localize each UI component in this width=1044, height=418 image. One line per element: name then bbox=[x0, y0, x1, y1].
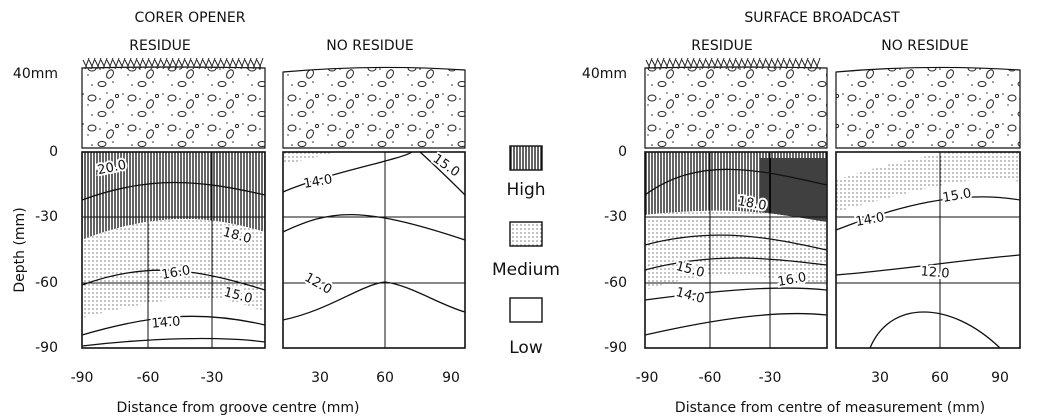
contour-line bbox=[81, 315, 266, 336]
soil-layer bbox=[81, 66, 266, 149]
plot-background bbox=[283, 152, 465, 348]
legend-swatch bbox=[509, 221, 543, 247]
contour-line bbox=[282, 213, 466, 241]
contour-line bbox=[644, 234, 828, 251]
contour-line bbox=[282, 151, 413, 193]
contour-line bbox=[81, 337, 266, 347]
soil-layer bbox=[282, 66, 466, 149]
x-tick-label: 90 bbox=[991, 370, 1009, 386]
contour-label: 16.0 bbox=[160, 263, 191, 283]
x-axis-label: Distance from centre of measurement (mm) bbox=[675, 400, 985, 416]
contour-line bbox=[644, 287, 828, 301]
x-tick-label: 30 bbox=[311, 370, 329, 386]
y-tick-label: -30 bbox=[604, 209, 627, 225]
x-tick-label: -30 bbox=[759, 370, 782, 386]
x-tick-label: 30 bbox=[871, 370, 889, 386]
soil-layer bbox=[835, 66, 1021, 149]
panel: CORER OPENERRESIDUE20.018.016.015.014.0N… bbox=[13, 10, 466, 416]
residue bbox=[645, 57, 821, 70]
concentration-region bbox=[82, 218, 265, 318]
panel: SURFACE BROADCAST RESIDUE 18.0 15.0 16.0 14.0… bbox=[582, 10, 1021, 416]
legend-label: High bbox=[506, 180, 545, 200]
x-tick-label: -30 bbox=[201, 370, 224, 386]
contour-line bbox=[282, 281, 466, 321]
subplot-title: NO RESIDUE bbox=[326, 38, 413, 54]
y-tick-label: -90 bbox=[35, 340, 58, 356]
plot-frame bbox=[835, 151, 1021, 349]
x-tick-label: -60 bbox=[137, 370, 160, 386]
concentration-region bbox=[283, 152, 335, 165]
x-axis-label: Distance from groove centre (mm) bbox=[117, 400, 360, 416]
contour-line bbox=[644, 257, 828, 271]
soil-depth-label: 40mm bbox=[13, 66, 58, 82]
y-axis-label: Depth (mm) bbox=[12, 207, 28, 292]
residue bbox=[82, 57, 264, 70]
concentration-region bbox=[645, 210, 827, 290]
soil-layer bbox=[644, 66, 828, 149]
plot-frame bbox=[282, 151, 466, 349]
y-tick-label: -60 bbox=[604, 275, 627, 291]
x-tick-label: 60 bbox=[931, 370, 949, 386]
contour-line bbox=[644, 168, 828, 196]
plot-frame bbox=[81, 151, 266, 349]
contour-line bbox=[644, 312, 828, 336]
legend-swatch bbox=[509, 297, 543, 323]
panel-title: CORER OPENER bbox=[135, 10, 246, 26]
legend-swatch bbox=[509, 145, 543, 171]
plot-frame bbox=[644, 151, 828, 349]
contour-label: 14.0 bbox=[302, 172, 333, 192]
soil-depth-label: 40mm bbox=[582, 66, 627, 82]
contour-label: 14.0 bbox=[854, 210, 885, 230]
contour-label: 15.0 bbox=[941, 186, 972, 206]
contour-label: 12.0 bbox=[920, 264, 950, 281]
contour-label: 16.0 bbox=[776, 270, 807, 290]
legend-label: Medium bbox=[492, 260, 560, 280]
legend: High Medium Low bbox=[492, 145, 560, 358]
y-tick-label: -60 bbox=[35, 275, 58, 291]
concentration-region bbox=[82, 152, 265, 240]
concentration-region bbox=[836, 152, 1020, 212]
x-tick-label: -90 bbox=[636, 370, 659, 386]
x-tick-label: 90 bbox=[442, 370, 460, 386]
contour-line bbox=[835, 196, 1021, 231]
panel-title: SURFACE BROADCAST bbox=[744, 10, 900, 26]
y-tick-label: 0 bbox=[618, 144, 627, 160]
legend-label: Low bbox=[509, 338, 543, 358]
contour-label: 18.0 bbox=[736, 194, 767, 214]
y-tick-label: 0 bbox=[49, 144, 58, 160]
x-tick-label: 60 bbox=[376, 370, 394, 386]
contour-line bbox=[81, 269, 266, 291]
y-tick-label: -90 bbox=[604, 340, 627, 356]
subplot-title: NO RESIDUE bbox=[881, 38, 968, 54]
subplot-title: RESIDUE bbox=[129, 38, 190, 54]
contour-label: 14.0 bbox=[151, 314, 181, 331]
contour-line bbox=[835, 254, 1021, 276]
subplot-title: RESIDUE bbox=[691, 38, 752, 54]
x-tick-label: -90 bbox=[71, 370, 94, 386]
y-tick-label: -30 bbox=[35, 209, 58, 225]
contour-line bbox=[81, 181, 266, 201]
contour-line bbox=[419, 151, 466, 196]
x-tick-label: -60 bbox=[699, 370, 722, 386]
contour-line bbox=[869, 311, 1001, 349]
